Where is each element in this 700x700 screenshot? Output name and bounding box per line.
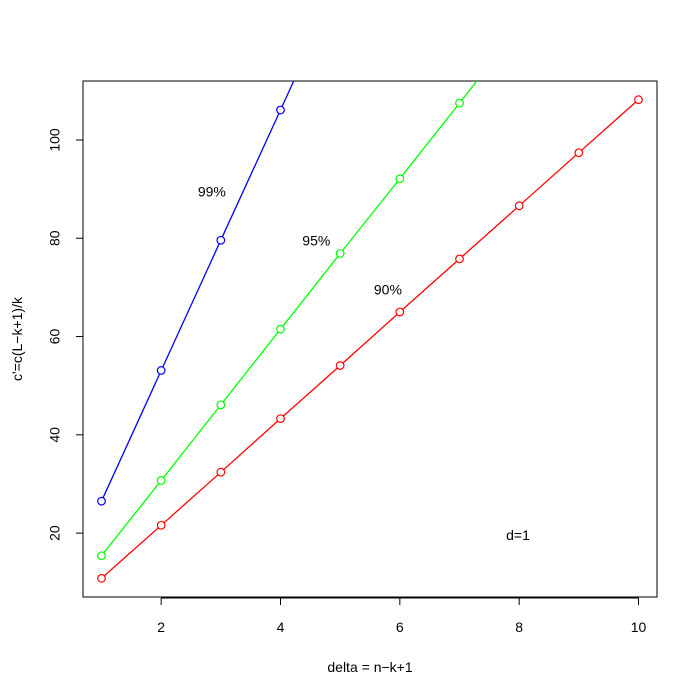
data-point-90 bbox=[276, 414, 285, 424]
data-point-90 bbox=[216, 467, 226, 477]
data-point-95 bbox=[395, 174, 405, 184]
data-point-90 bbox=[97, 573, 106, 583]
series-label-99: 99% bbox=[198, 183, 226, 199]
x-tick-label: 6 bbox=[396, 619, 404, 635]
y-tick-label: 60 bbox=[47, 329, 63, 345]
data-point-95 bbox=[97, 551, 106, 561]
data-point-90 bbox=[156, 520, 166, 530]
data-point-99 bbox=[216, 235, 226, 245]
series-label-90: 90% bbox=[374, 282, 402, 298]
y-tick-label: 20 bbox=[47, 525, 63, 541]
data-point-95 bbox=[455, 98, 464, 108]
x-tick-label: 8 bbox=[515, 619, 523, 635]
x-tick-label: 2 bbox=[157, 619, 165, 635]
series-label-layer: 99% 95% 90% bbox=[198, 183, 402, 297]
x-axis-title: delta = n−k+1 bbox=[327, 659, 412, 675]
x-axis: 2 4 6 8 10 bbox=[157, 597, 647, 635]
data-point-95 bbox=[156, 476, 166, 485]
data-point-95 bbox=[216, 400, 226, 410]
y-axis-title: c'=c(L−k+1)/k bbox=[9, 296, 25, 381]
series-line-99 bbox=[100, 81, 295, 502]
series-line-90 bbox=[101, 99, 639, 579]
y-tick-label: 100 bbox=[47, 128, 63, 152]
series-line-95 bbox=[100, 81, 478, 557]
data-point-95 bbox=[276, 324, 285, 334]
series-layer bbox=[97, 24, 643, 583]
data-point-99 bbox=[97, 496, 106, 506]
data-point-95 bbox=[515, 24, 523, 32]
series-label-95: 95% bbox=[302, 232, 330, 248]
data-point-90 bbox=[455, 254, 464, 264]
data-point-90 bbox=[395, 307, 405, 317]
data-point-95 bbox=[335, 249, 345, 258]
data-point-90 bbox=[335, 361, 345, 370]
x-tick-label: 10 bbox=[631, 619, 647, 635]
data-point-90 bbox=[514, 201, 524, 211]
y-axis: 20 40 60 80 100 bbox=[47, 128, 84, 541]
y-tick-label: 40 bbox=[47, 427, 63, 443]
data-point-90 bbox=[574, 148, 584, 158]
annotation-d: d=1 bbox=[506, 527, 530, 543]
data-point-99 bbox=[276, 105, 285, 115]
data-point-99 bbox=[156, 366, 166, 375]
data-point-90 bbox=[634, 95, 643, 105]
x-tick-label: 4 bbox=[277, 619, 285, 635]
y-tick-label: 80 bbox=[47, 230, 63, 246]
